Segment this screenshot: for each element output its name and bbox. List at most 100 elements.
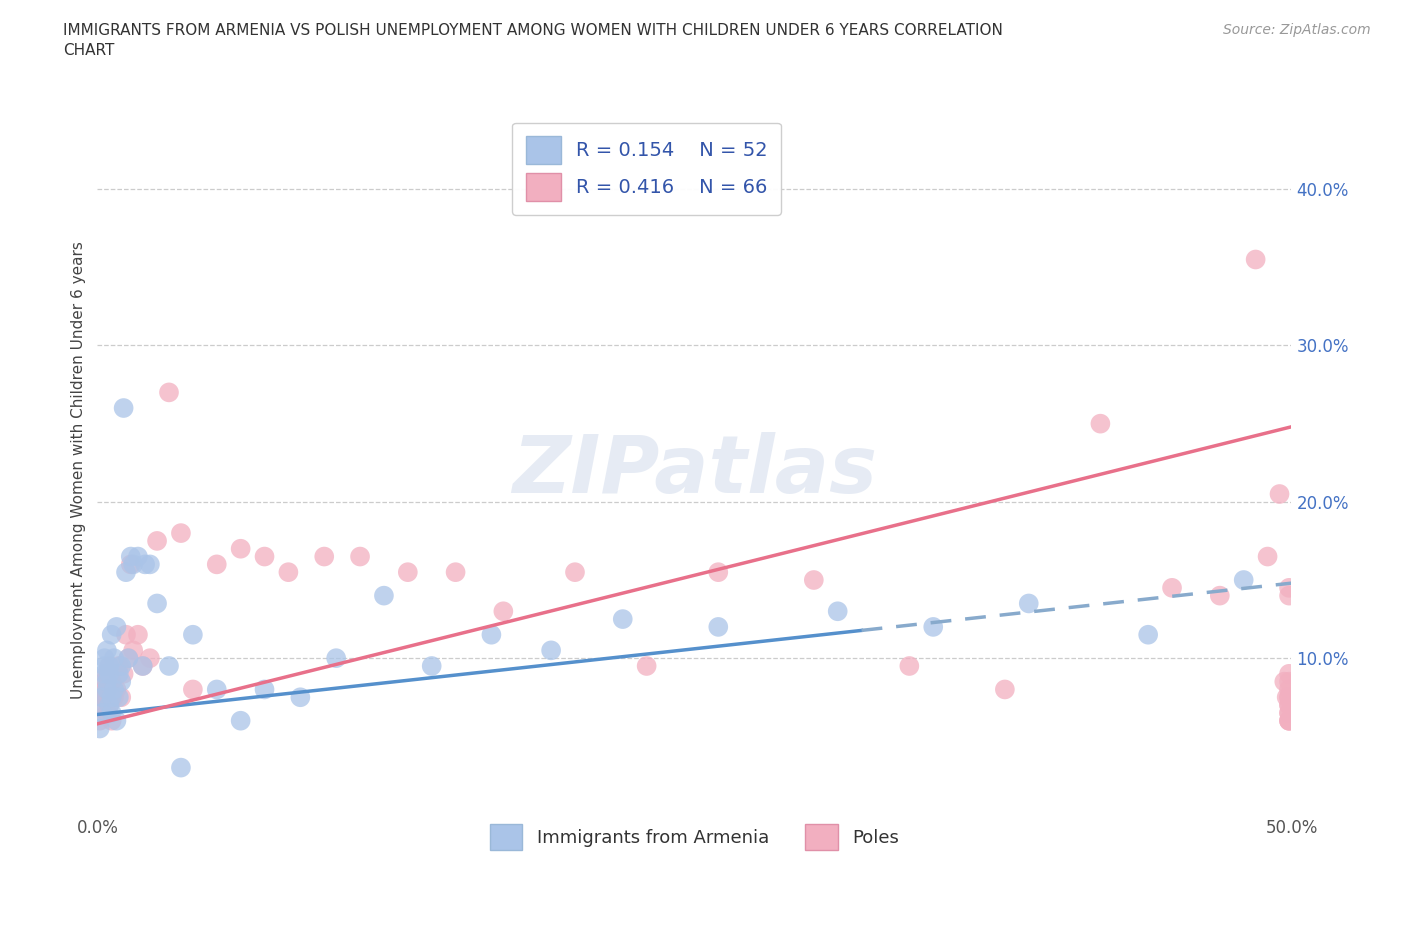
Point (139, 651, 162, 666)
Point (420, 658, 443, 673)
Point (98, 698, 121, 712)
Point (98, 658, 121, 673)
Point (98, 698, 121, 712)
Point (444, 565, 467, 579)
Point (373, 588, 395, 603)
Point (1278, 580, 1301, 595)
Point (898, 658, 921, 673)
Point (707, 619, 730, 634)
Point (117, 651, 139, 666)
Point (1268, 486, 1291, 501)
Point (1278, 690, 1301, 705)
Point (1275, 690, 1298, 705)
Point (229, 541, 252, 556)
Point (1161, 580, 1184, 595)
Point (96, 643, 118, 658)
Point (98, 682, 121, 697)
Point (290, 690, 312, 705)
Point (170, 760, 193, 775)
Point (105, 713, 128, 728)
Point (110, 674, 132, 689)
Point (91, 698, 114, 712)
Point (1257, 549, 1279, 564)
Point (396, 565, 419, 579)
Point (1278, 698, 1301, 712)
Point (1272, 674, 1295, 689)
Point (1090, 417, 1112, 432)
Point (96, 667, 118, 682)
Point (100, 690, 122, 705)
Point (100, 706, 122, 721)
Point (115, 627, 138, 642)
Point (157, 658, 180, 673)
Point (134, 557, 156, 572)
Point (103, 690, 125, 705)
Point (707, 565, 730, 579)
Point (922, 619, 945, 634)
Point (100, 674, 122, 689)
Point (564, 565, 586, 579)
Point (277, 565, 299, 579)
Point (100, 713, 122, 728)
Point (1209, 588, 1232, 603)
Point (98, 658, 121, 673)
Text: ZIPatlas: ZIPatlas (512, 432, 877, 510)
Point (146, 596, 169, 611)
Point (1244, 252, 1267, 267)
Point (93, 658, 115, 673)
Text: Source: ZipAtlas.com: Source: ZipAtlas.com (1223, 23, 1371, 37)
Point (1233, 573, 1256, 588)
Point (89, 713, 111, 728)
Point (181, 627, 204, 642)
Point (139, 557, 162, 572)
Point (108, 690, 131, 705)
Point (1278, 713, 1301, 728)
Point (325, 651, 347, 666)
Point (1137, 627, 1160, 642)
Point (91, 706, 114, 721)
Point (229, 713, 252, 728)
Point (112, 667, 135, 682)
Point (157, 385, 180, 400)
Point (93, 651, 115, 666)
Point (1278, 706, 1301, 721)
Point (146, 534, 169, 549)
Point (127, 627, 149, 642)
Point (112, 401, 135, 416)
Point (91, 690, 114, 705)
Point (1278, 674, 1301, 689)
Point (314, 549, 336, 564)
Point (108, 658, 131, 673)
Point (827, 604, 849, 618)
Point (93, 690, 115, 705)
Point (540, 643, 562, 658)
Point (105, 619, 128, 634)
Point (181, 682, 204, 697)
Point (120, 549, 142, 564)
Point (253, 549, 276, 564)
Point (127, 549, 149, 564)
Point (122, 643, 145, 658)
Point (93, 682, 115, 697)
Point (205, 557, 228, 572)
Point (110, 690, 132, 705)
Point (96, 674, 118, 689)
Point (1278, 690, 1301, 705)
Point (492, 604, 515, 618)
Point (110, 658, 132, 673)
Point (132, 658, 155, 673)
Point (481, 627, 503, 642)
Point (1278, 682, 1301, 697)
Point (105, 682, 128, 697)
Point (98, 667, 121, 682)
Point (96, 682, 118, 697)
Y-axis label: Unemployment Among Women with Children Under 6 years: Unemployment Among Women with Children U… (72, 242, 86, 699)
Text: IMMIGRANTS FROM ARMENIA VS POLISH UNEMPLOYMENT AMONG WOMEN WITH CHILDREN UNDER 6: IMMIGRANTS FROM ARMENIA VS POLISH UNEMPL… (63, 23, 1002, 58)
Point (115, 565, 138, 579)
Point (1278, 588, 1301, 603)
Point (1278, 706, 1301, 721)
Point (612, 612, 634, 627)
Point (803, 573, 825, 588)
Point (994, 682, 1017, 697)
Point (349, 549, 371, 564)
